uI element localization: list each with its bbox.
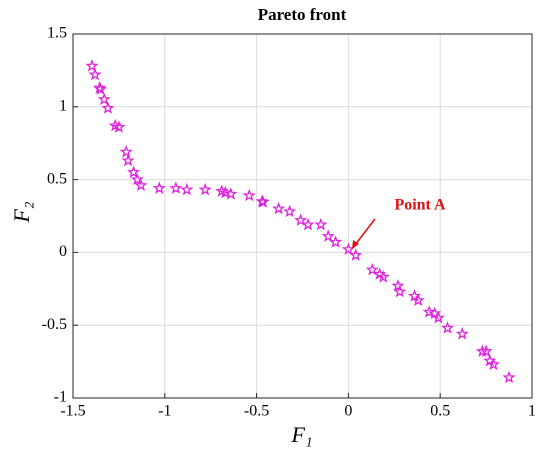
point (431, 311, 445, 324)
point (198, 182, 212, 196)
y-tick-label: 0.5 (47, 170, 67, 187)
point (101, 101, 115, 114)
point (391, 279, 405, 292)
point (502, 370, 516, 384)
point (455, 327, 469, 340)
x-tick-label: 0 (344, 403, 352, 420)
point (88, 67, 102, 81)
x-tick-label: -0.5 (244, 403, 269, 420)
point (242, 188, 256, 202)
point (441, 321, 455, 334)
point (329, 235, 343, 248)
point (97, 92, 111, 106)
y-tick-label: 1 (59, 97, 67, 114)
x-axis-label: F₁ (290, 422, 312, 447)
y-tick-label: 1.5 (47, 25, 67, 42)
point (341, 242, 355, 256)
point (321, 229, 335, 242)
point (112, 120, 126, 133)
point (85, 59, 99, 72)
point (411, 293, 425, 306)
point (283, 204, 297, 218)
point (475, 344, 489, 357)
point (272, 201, 286, 215)
x-tick-label: -1.5 (60, 403, 85, 420)
point (180, 182, 194, 196)
point (93, 81, 107, 94)
point (255, 194, 269, 207)
point (134, 178, 148, 191)
point (94, 82, 108, 95)
x-tick-label: 1 (528, 403, 536, 420)
point (294, 213, 308, 226)
annotation: Point A (394, 197, 446, 214)
point (349, 248, 363, 261)
point (376, 270, 390, 283)
annotation-arrow (354, 218, 376, 246)
y-axis-label: F₂ (9, 201, 34, 223)
point (393, 284, 407, 298)
chart-title: Pareto front (258, 5, 347, 24)
point (127, 165, 141, 178)
point (119, 145, 133, 158)
y-tick-label: -0.5 (42, 316, 67, 333)
point (224, 187, 238, 200)
point (130, 172, 144, 186)
point (218, 185, 232, 199)
point (256, 195, 270, 208)
grid (72, 33, 533, 399)
point (314, 217, 328, 231)
point (479, 344, 493, 357)
point (152, 181, 166, 194)
x-tick-label: -1 (158, 403, 171, 420)
y-tick-label: -1 (54, 389, 67, 406)
y-tick-label: 0 (59, 243, 67, 260)
marks (85, 59, 516, 384)
point (365, 263, 379, 276)
x-tick-label: 0.5 (430, 403, 450, 420)
plot-frame (72, 33, 533, 399)
point (486, 357, 500, 371)
point (422, 305, 436, 318)
point (121, 153, 135, 167)
annotation-arrowhead (352, 240, 359, 249)
point (301, 217, 315, 231)
point (169, 181, 183, 194)
